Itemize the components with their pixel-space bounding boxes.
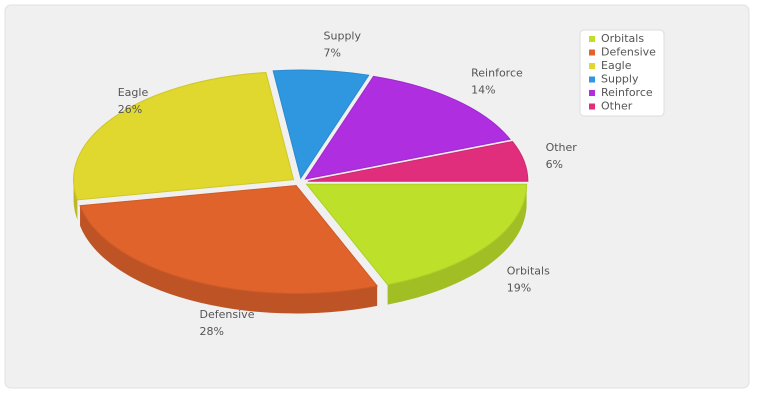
slice [304,75,511,180]
legend-swatch [589,36,595,42]
legend-swatch [589,63,595,69]
slice [73,71,295,201]
slice-side [387,184,527,305]
slice-labels: Orbitals 19% Defensive 28% Eagle 26% Supply 7% R… [118,30,578,338]
slice-label: Supply [324,30,362,43]
legend-label: Supply [601,73,639,86]
slice-side [73,179,78,220]
legend-swatch [589,76,595,83]
slice-side [80,205,378,314]
legend-swatch [589,49,595,56]
slice-label: Orbitals [507,265,550,278]
pie-sides [73,179,527,314]
legend-label: Orbitals [601,32,644,45]
legend-label: Defensive [601,46,656,59]
legend-box [579,29,665,117]
slice-label: Defensive [200,308,255,321]
slice-value-label: 26% [118,103,142,116]
legend: OrbitalsDefensiveEagleSupplyReinforceOth… [579,29,665,117]
slice-label: Reinforce [471,66,523,79]
slice-value-label: 14% [471,83,495,96]
slice-value-label: 19% [507,282,531,295]
legend-swatch [589,90,595,96]
slice [305,183,528,286]
slice [272,69,370,180]
slice-value-label: 6% [546,158,563,171]
legend-label: Reinforce [601,86,653,99]
slice-value-label: 28% [200,325,224,338]
slice-label: Other [546,141,578,154]
legend-label: Eagle [601,59,632,72]
pie-slices [73,69,529,295]
slice [307,140,529,182]
legend-swatch [589,103,595,110]
slice-label: Eagle [118,86,149,99]
slice-value-label: 7% [324,47,341,60]
slice [79,184,379,295]
legend-label: Other [601,100,633,113]
